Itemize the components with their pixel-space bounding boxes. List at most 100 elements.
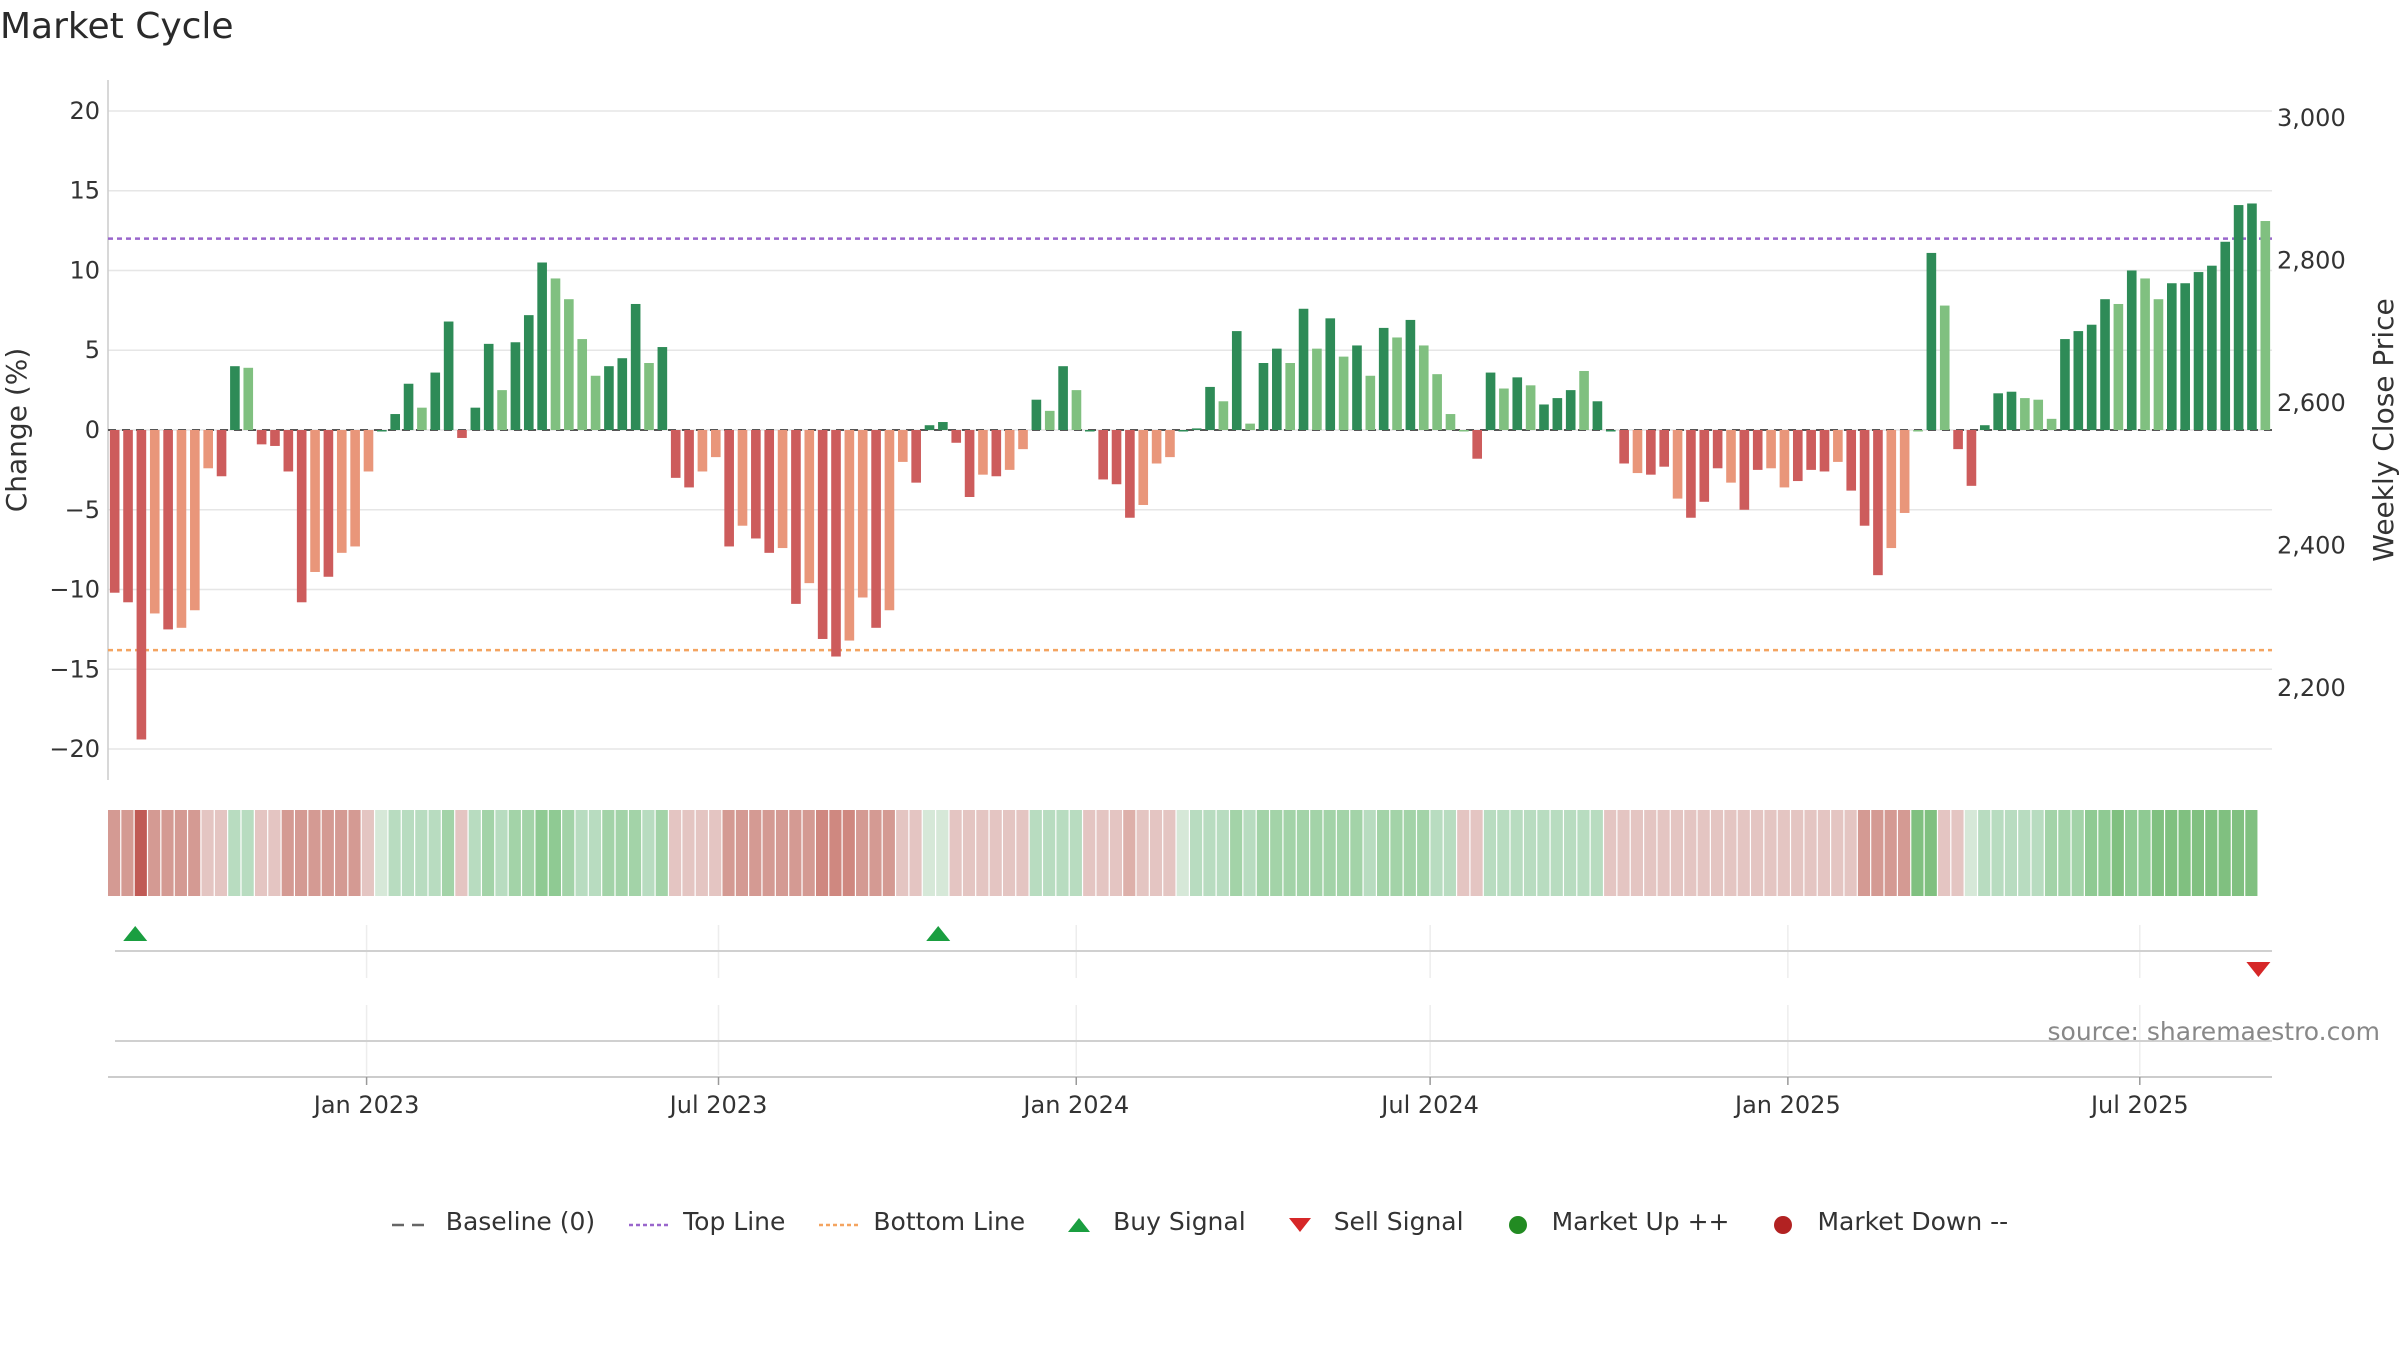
heat-strip-cell bbox=[1670, 810, 1684, 896]
heat-strip-cell bbox=[1657, 810, 1670, 896]
change-bar bbox=[1352, 345, 1362, 430]
buy-signal-marker bbox=[123, 926, 148, 941]
heat-strip-cell bbox=[1884, 810, 1897, 896]
heat-strip-cell bbox=[348, 810, 361, 896]
heat-strip-cell bbox=[1390, 810, 1403, 896]
heat-strip-cell bbox=[401, 810, 415, 896]
dotted-line-icon bbox=[629, 1212, 670, 1232]
heat-strip-cell bbox=[482, 810, 495, 896]
change-bar bbox=[323, 430, 334, 577]
change-bar bbox=[163, 430, 173, 630]
change-bar bbox=[1873, 430, 1883, 576]
change-bar bbox=[751, 430, 761, 539]
change-bar bbox=[2193, 272, 2204, 430]
heat-strip-cell bbox=[1777, 810, 1790, 896]
heat-strip-cell bbox=[1710, 810, 1724, 896]
change-bar bbox=[2033, 399, 2044, 430]
change-bar bbox=[1792, 430, 1803, 482]
heat-strip-cell bbox=[2231, 810, 2245, 896]
change-bar bbox=[270, 430, 280, 446]
change-bar bbox=[1993, 393, 2003, 430]
legend-item: Market Up ++ bbox=[1498, 1207, 1729, 1236]
heat-strip-cell bbox=[922, 810, 935, 896]
y2-tick-label: 2,200 bbox=[2277, 674, 2346, 702]
heat-strip-cell bbox=[682, 810, 695, 896]
heat-strip-cell bbox=[281, 810, 294, 896]
heat-strip-cell bbox=[962, 810, 976, 896]
heat-strip-cell bbox=[1136, 810, 1149, 896]
change-bar bbox=[991, 430, 1002, 477]
heat-strip-cell bbox=[749, 810, 762, 896]
change-bar bbox=[2126, 270, 2137, 430]
change-bar bbox=[2220, 241, 2231, 430]
change-bar bbox=[1125, 430, 1135, 518]
heat-strip-cell bbox=[615, 810, 628, 896]
heat-strip-cell bbox=[1523, 810, 1537, 896]
heat-strip-cell bbox=[108, 810, 121, 896]
change-bar bbox=[978, 430, 988, 475]
change-bar bbox=[2167, 283, 2177, 430]
heat-strip-cell bbox=[1644, 810, 1657, 896]
heat-strip-cell bbox=[842, 810, 855, 896]
y-tick-label: −5 bbox=[65, 496, 100, 524]
change-bar bbox=[1098, 430, 1108, 480]
change-bar bbox=[1325, 318, 1336, 430]
heat-strip-cell bbox=[228, 810, 241, 896]
change-bar bbox=[1031, 399, 1042, 430]
heat-strip-cell bbox=[214, 810, 228, 896]
heat-strip-cell bbox=[949, 810, 962, 896]
change-bar bbox=[1779, 430, 1790, 488]
change-bar bbox=[550, 278, 561, 430]
heat-strip-cell bbox=[535, 810, 548, 896]
y2-tick-label: 2,800 bbox=[2277, 247, 2346, 275]
heat-strip-cell bbox=[1550, 810, 1563, 896]
heat-strip-cell bbox=[1470, 810, 1483, 896]
y2-axis-title: Weekly Close Price bbox=[2367, 298, 2400, 561]
change-bars bbox=[109, 203, 2271, 740]
heat-strip-cell bbox=[976, 810, 989, 896]
heat-strip-cell bbox=[1163, 810, 1176, 896]
change-bar bbox=[2247, 203, 2257, 430]
heat-strip-cell bbox=[2218, 810, 2231, 896]
heat-strip-cell bbox=[1216, 810, 1229, 896]
heat-strip-cell bbox=[1604, 810, 1617, 896]
legend-item: Top Line bbox=[629, 1207, 785, 1236]
legend-item: Baseline (0) bbox=[391, 1207, 595, 1236]
buy-signal-marker bbox=[926, 926, 951, 941]
dotted-line-icon bbox=[819, 1212, 860, 1232]
heat-strip-cell bbox=[575, 810, 588, 896]
change-bar bbox=[310, 430, 320, 572]
market-cycle-chart: 20 15 10 5 0 −5 −10 −15 −20 3,000 2,800 2,600 2,400 2… bbox=[0, 80, 2400, 1119]
heat-strip-cell bbox=[695, 810, 708, 896]
heat-strip-cell bbox=[2098, 810, 2111, 896]
change-bar bbox=[1338, 356, 1349, 430]
heat-strip-cell bbox=[789, 810, 802, 896]
heat-strip-cell bbox=[722, 810, 735, 896]
grid-layer bbox=[108, 110, 2272, 750]
heat-strip-cell bbox=[1069, 810, 1082, 896]
heat-strip-cell bbox=[1924, 810, 1937, 896]
change-bar bbox=[804, 430, 815, 584]
heat-strip-cell bbox=[1230, 810, 1243, 896]
change-bar bbox=[230, 366, 240, 430]
heat-strip-cell bbox=[134, 810, 147, 896]
change-bar bbox=[256, 430, 267, 445]
change-bar bbox=[483, 343, 494, 430]
heat-strip-cell bbox=[2191, 810, 2205, 896]
heat-strip-cell bbox=[495, 810, 508, 896]
heat-strip-cell bbox=[415, 810, 428, 896]
change-bar bbox=[510, 342, 521, 430]
heat-strip-cell bbox=[1016, 810, 1029, 896]
heat-strip-cell bbox=[1724, 810, 1737, 896]
heat-strip-cell bbox=[1123, 810, 1136, 896]
heat-strip-cell bbox=[1871, 810, 1884, 896]
chart-title: Market Cycle bbox=[0, 6, 234, 47]
heat-strip-cell bbox=[1497, 810, 1510, 896]
heat-strip-cell bbox=[268, 810, 281, 896]
change-bar bbox=[697, 430, 708, 472]
heat-strip-cell bbox=[1310, 810, 1323, 896]
heat-strip-cell bbox=[1737, 810, 1750, 896]
heat-strip-cell bbox=[1096, 810, 1109, 896]
change-bar bbox=[1926, 252, 1937, 430]
change-bar bbox=[938, 422, 948, 430]
